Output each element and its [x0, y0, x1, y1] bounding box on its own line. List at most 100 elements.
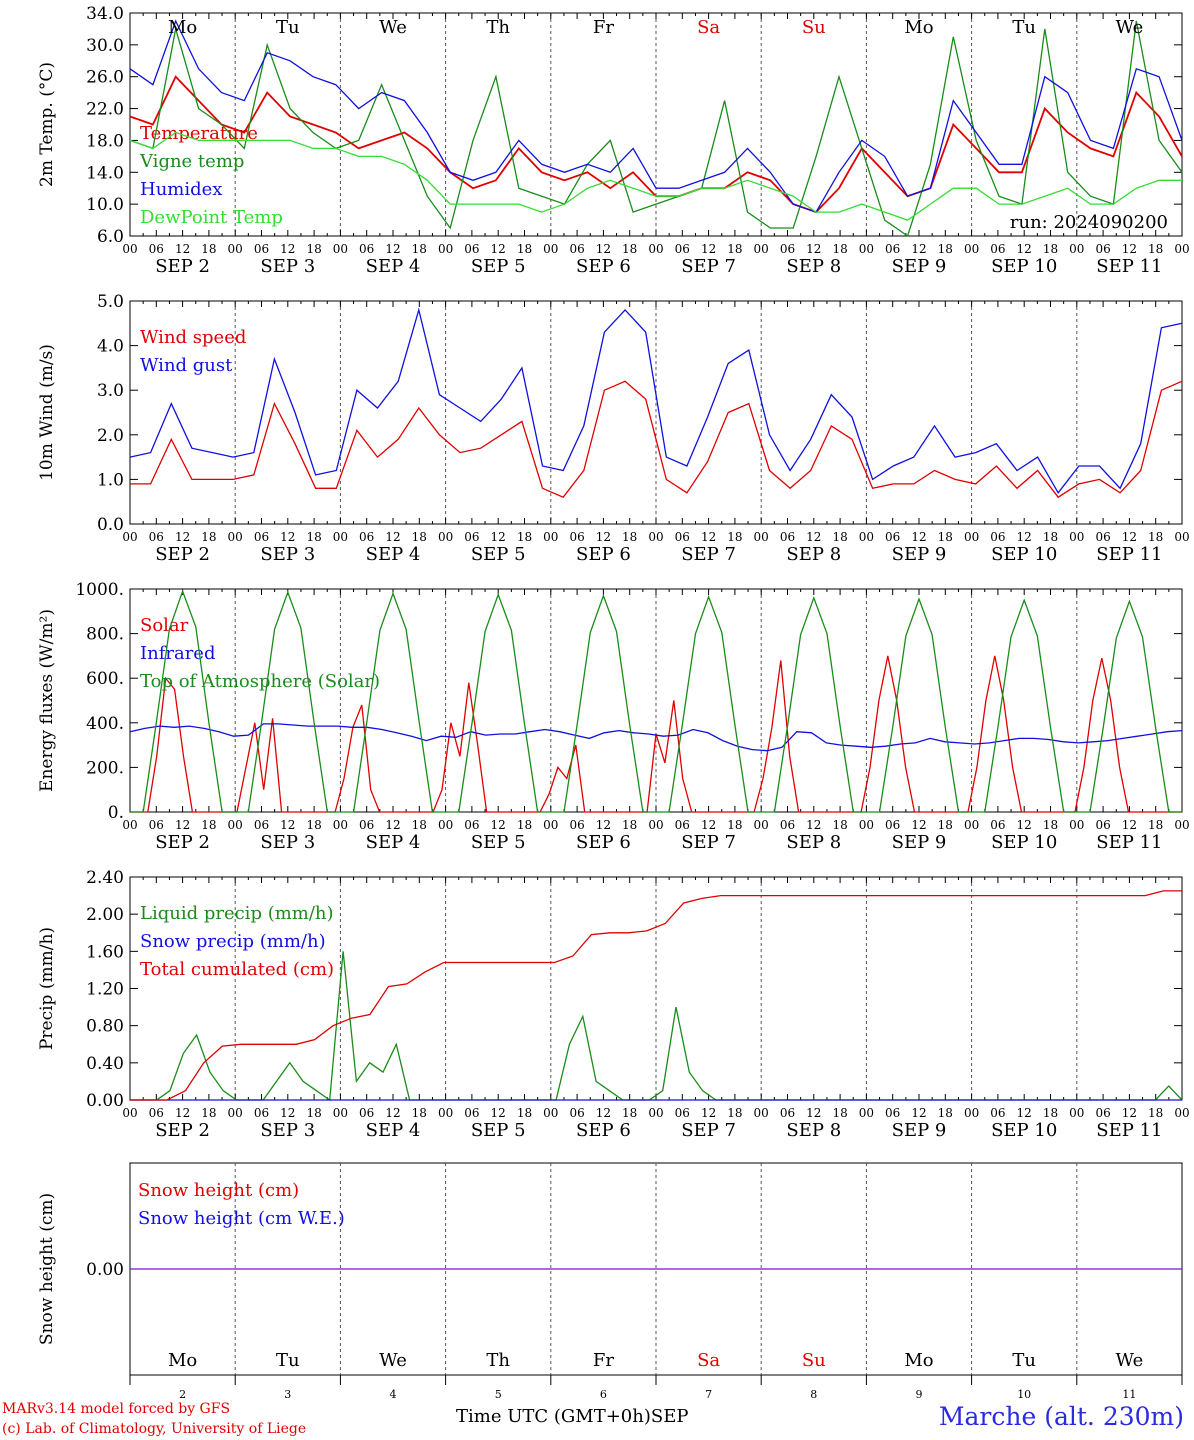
hour-tick-label: 06 — [359, 530, 374, 544]
series-line — [130, 890, 1182, 1101]
hour-tick-label: 06 — [464, 242, 479, 256]
hour-tick-label: 06 — [885, 242, 900, 256]
hour-tick-label: 12 — [385, 530, 400, 544]
hour-tick-label: 12 — [175, 818, 190, 832]
hour-tick-label: 18 — [832, 1106, 847, 1120]
date-tick-label: SEP 10 — [991, 1120, 1057, 1141]
hour-tick-label: 06 — [254, 818, 269, 832]
hour-tick-label: 06 — [990, 530, 1005, 544]
hour-tick-label: 00 — [1174, 242, 1189, 256]
legend-entry: Infrared — [140, 643, 215, 664]
date-tick-label: SEP 8 — [786, 544, 841, 565]
hour-tick-label: 18 — [517, 242, 532, 256]
hour-tick-label: 06 — [254, 242, 269, 256]
hour-tick-label: 00 — [333, 242, 348, 256]
hour-tick-label: 00 — [754, 530, 769, 544]
hour-tick-label: 06 — [1095, 530, 1110, 544]
y-tick-label: 14.0 — [86, 163, 124, 183]
hour-tick-label: 12 — [385, 818, 400, 832]
hour-tick-label: 00 — [859, 1106, 874, 1120]
hour-tick-label: 18 — [1043, 1106, 1058, 1120]
y-tick-label: 2.40 — [86, 868, 124, 888]
hour-tick-label: 18 — [306, 818, 321, 832]
hour-tick-label: 00 — [333, 1106, 348, 1120]
date-number-label: 8 — [810, 1388, 817, 1401]
hour-tick-label: 18 — [727, 1106, 742, 1120]
date-tick-label: SEP 2 — [155, 1120, 210, 1141]
hour-tick-label: 18 — [1043, 242, 1058, 256]
hour-tick-label: 06 — [254, 1106, 269, 1120]
y-tick-label: 400. — [86, 714, 124, 734]
model-credit: MARv3.14 model forced by GFS — [2, 1401, 231, 1417]
hour-tick-label: 18 — [1148, 530, 1163, 544]
run-label: run: 2024090200 — [1010, 212, 1168, 233]
hour-tick-label: 18 — [1043, 818, 1058, 832]
hour-tick-label: 00 — [859, 530, 874, 544]
hour-tick-label: 06 — [464, 530, 479, 544]
hour-tick-label: 00 — [1069, 1106, 1084, 1120]
hour-tick-label: 18 — [1148, 1106, 1163, 1120]
hour-tick-label: 00 — [543, 530, 558, 544]
hour-tick-label: 12 — [385, 1106, 400, 1120]
day-of-week-label: We — [379, 1350, 407, 1371]
hour-tick-label: 18 — [517, 530, 532, 544]
hour-tick-label: 12 — [175, 530, 190, 544]
hour-tick-label: 12 — [1122, 818, 1137, 832]
day-of-week-label: Fr — [593, 1350, 614, 1371]
hour-tick-label: 00 — [543, 242, 558, 256]
date-tick-label: SEP 7 — [681, 1120, 736, 1141]
hour-tick-label: 12 — [806, 242, 821, 256]
hour-tick-label: 06 — [990, 1106, 1005, 1120]
hour-tick-label: 06 — [254, 530, 269, 544]
day-of-week-label: Fr — [593, 17, 614, 38]
hour-tick-label: 12 — [280, 530, 295, 544]
date-tick-label: SEP 11 — [1096, 832, 1162, 853]
legend-entry: Snow height (cm W.E.) — [138, 1208, 345, 1229]
hour-tick-label: 06 — [780, 530, 795, 544]
hour-tick-label: 18 — [517, 818, 532, 832]
y-tick-label: 26.0 — [86, 68, 124, 88]
hour-tick-label: 00 — [859, 818, 874, 832]
hour-tick-label: 06 — [149, 1106, 164, 1120]
hour-tick-label: 12 — [701, 818, 716, 832]
hour-tick-label: 06 — [359, 818, 374, 832]
date-tick-label: SEP 5 — [471, 544, 526, 565]
y-axis-label: 2m Temp. (°C) — [37, 62, 57, 187]
y-tick-label: 0.00 — [86, 1260, 124, 1280]
panel-frame — [129, 300, 1183, 525]
date-tick-label: SEP 9 — [892, 832, 947, 853]
hour-tick-label: 12 — [806, 530, 821, 544]
date-number-label: 10 — [1017, 1388, 1031, 1401]
hour-tick-label: 06 — [569, 530, 584, 544]
date-tick-label: SEP 10 — [991, 832, 1057, 853]
hour-tick-label: 12 — [701, 1106, 716, 1120]
hour-tick-label: 12 — [911, 1106, 926, 1120]
hour-tick-label: 06 — [359, 1106, 374, 1120]
hour-tick-label: 12 — [491, 242, 506, 256]
hour-tick-label: 12 — [491, 530, 506, 544]
lab-credit: (c) Lab. of Climatology, University of L… — [2, 1421, 307, 1437]
date-tick-label: SEP 7 — [681, 256, 736, 277]
hour-tick-label: 00 — [1069, 242, 1084, 256]
series-line — [129, 307, 1183, 494]
hour-tick-label: 06 — [1095, 242, 1110, 256]
hour-tick-label: 00 — [754, 1106, 769, 1120]
hour-tick-label: 00 — [859, 242, 874, 256]
day-of-week-label: Mo — [168, 17, 197, 38]
y-tick-label: 200. — [86, 758, 124, 778]
date-tick-label: SEP 2 — [155, 832, 210, 853]
date-tick-label: SEP 9 — [892, 256, 947, 277]
date-tick-label: SEP 5 — [471, 256, 526, 277]
hour-tick-label: 06 — [464, 818, 479, 832]
y-tick-label: 6.0 — [97, 227, 124, 247]
y-tick-label: 600. — [86, 669, 124, 689]
hour-tick-label: 06 — [1095, 1106, 1110, 1120]
date-tick-label: SEP 4 — [366, 832, 421, 853]
hour-tick-label: 12 — [1017, 1106, 1032, 1120]
y-tick-label: 5.0 — [97, 292, 124, 312]
hour-tick-label: 06 — [675, 818, 690, 832]
hour-tick-label: 18 — [201, 1106, 216, 1120]
date-tick-label: SEP 8 — [786, 256, 841, 277]
hour-tick-label: 06 — [885, 1106, 900, 1120]
series-line — [129, 723, 1183, 752]
